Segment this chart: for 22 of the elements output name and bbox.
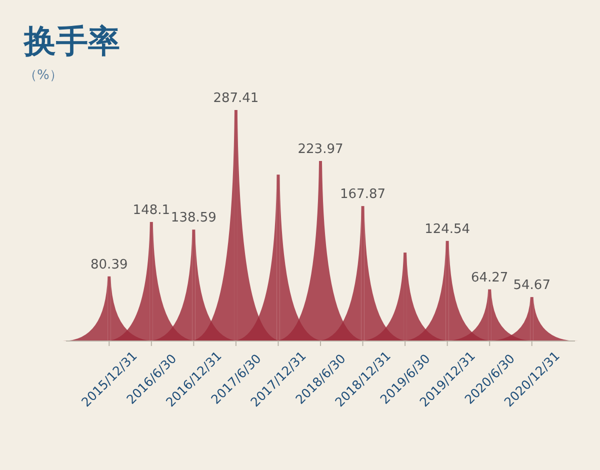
bar	[404, 252, 407, 341]
data-label: 287.41	[213, 91, 259, 106]
chart-subtitle: （%）	[24, 68, 62, 83]
bar	[530, 297, 534, 341]
data-label: 223.97	[298, 142, 344, 157]
bar	[488, 289, 492, 341]
bar	[446, 240, 449, 341]
data-label: 54.67	[513, 278, 550, 294]
bar	[192, 230, 196, 341]
data-label: 167.87	[340, 187, 386, 202]
chart-title: 换手率	[23, 22, 120, 60]
data-label: 138.59	[170, 210, 216, 226]
bar	[276, 174, 280, 341]
data-label: 80.39	[90, 257, 128, 272]
bar	[361, 206, 364, 341]
bar	[234, 110, 238, 341]
data-label: 124.54	[424, 222, 470, 237]
data-label: 64.27	[470, 270, 508, 286]
bar	[108, 276, 111, 341]
bar	[319, 160, 322, 341]
bar	[150, 222, 153, 341]
data-label: 148.1	[132, 202, 170, 218]
